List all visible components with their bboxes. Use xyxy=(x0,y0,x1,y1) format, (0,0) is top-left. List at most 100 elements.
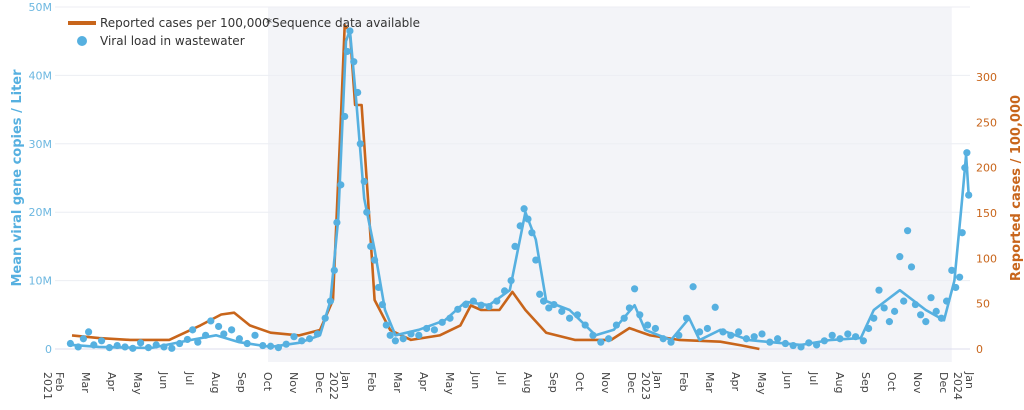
viral-load-point xyxy=(781,339,790,348)
viral-load-point xyxy=(66,339,74,348)
viral-load-point xyxy=(493,297,501,305)
viral-load-point xyxy=(168,344,176,352)
x-tick-label: Feb xyxy=(53,372,66,391)
x-tick-label: Dec xyxy=(937,372,950,393)
x-tick-label: Jun xyxy=(157,371,170,389)
x-tick-label: Mar xyxy=(391,372,404,393)
viral-load-point xyxy=(516,222,524,230)
viral-load-point xyxy=(274,344,282,352)
viral-load-point xyxy=(207,317,215,325)
viral-load-point xyxy=(220,330,228,338)
right-tick-label: 250 xyxy=(976,116,997,129)
viral-load-point xyxy=(927,294,935,302)
viral-load-point xyxy=(507,277,515,285)
x-tick-label: Aug xyxy=(521,372,534,393)
x-tick-label: Jul xyxy=(183,371,196,385)
x-tick-label: Sep xyxy=(235,372,248,393)
viral-load-point xyxy=(696,328,704,336)
viral-load-point xyxy=(880,304,888,312)
viral-load-point xyxy=(407,330,415,338)
viral-load-point xyxy=(911,300,920,309)
x-tick-year: 2021 xyxy=(41,372,54,400)
left-tick-label: 30M xyxy=(29,138,53,151)
viral-load-point xyxy=(719,328,727,336)
x-tick-year: 2023 xyxy=(639,372,652,400)
viral-load-point xyxy=(900,297,908,305)
viral-load-point xyxy=(844,330,852,338)
viral-load-point xyxy=(943,297,951,305)
viral-load-point xyxy=(90,341,98,349)
viral-load-point xyxy=(202,331,210,339)
viral-load-point xyxy=(675,331,683,339)
viral-load-point xyxy=(532,256,540,264)
viral-load-point xyxy=(865,324,873,333)
x-tick-label: Oct xyxy=(885,372,898,392)
viral-load-point xyxy=(374,283,383,292)
right-tick-label: 100 xyxy=(976,252,997,265)
viral-load-point xyxy=(176,339,184,348)
viral-load-point xyxy=(215,322,223,331)
viral-load-point xyxy=(367,242,375,250)
x-tick-label: Apr xyxy=(105,372,118,392)
viral-load-point xyxy=(446,314,454,322)
viral-load-point xyxy=(79,335,87,343)
viral-load-point xyxy=(354,88,362,97)
viral-load-point xyxy=(528,229,536,237)
x-tick-label: Sep xyxy=(547,372,560,393)
x-tick-label: Nov xyxy=(599,372,612,394)
viral-load-point xyxy=(961,164,969,172)
x-tick-label: Nov xyxy=(911,372,924,394)
viral-load-point xyxy=(267,342,275,350)
viral-load-point xyxy=(326,297,334,305)
viral-load-point xyxy=(597,338,605,346)
legend-note: *Sequence data available xyxy=(266,16,420,30)
viral-load-point xyxy=(735,328,743,336)
viral-load-point xyxy=(477,301,485,309)
viral-load-point xyxy=(885,318,894,326)
viral-load-point xyxy=(820,337,829,345)
viral-load-point xyxy=(774,335,782,343)
x-tick-label: Dec xyxy=(625,372,638,393)
left-tick-label: 20M xyxy=(29,206,53,219)
legend-cases-label[interactable]: Reported cases per 100,000 xyxy=(100,16,270,30)
viral-load-point xyxy=(343,47,351,56)
x-tick-label: Feb xyxy=(365,372,378,391)
x-tick-label: Oct xyxy=(261,372,274,392)
viral-load-point xyxy=(313,330,321,338)
viral-load-point xyxy=(485,302,493,311)
viral-load-point xyxy=(152,341,160,349)
legend-viral-label[interactable]: Viral load in wastewater xyxy=(100,34,245,48)
viral-load-point xyxy=(667,338,675,346)
viral-load-point xyxy=(386,331,394,339)
viral-load-point xyxy=(298,337,306,345)
x-tick-label: Apr xyxy=(729,372,742,392)
x-tick-year: 2022 xyxy=(327,372,340,400)
x-tick-label: Mar xyxy=(79,372,92,393)
left-tick-label: 0 xyxy=(45,343,52,356)
left-axis-label: Mean viral gene copies / Liter xyxy=(10,69,25,287)
viral-load-point xyxy=(113,341,121,350)
viral-load-point xyxy=(160,343,168,351)
viral-load-point xyxy=(74,343,82,351)
viral-load-point xyxy=(742,335,751,343)
viral-load-point xyxy=(137,339,145,347)
right-tick-label: 300 xyxy=(976,71,997,84)
x-tick-label: Jul xyxy=(495,371,508,385)
viral-load-point xyxy=(683,314,691,322)
viral-load-point xyxy=(952,283,960,292)
viral-load-point xyxy=(904,227,912,235)
viral-load-point xyxy=(183,335,191,344)
viral-load-point xyxy=(415,331,423,339)
viral-load-point xyxy=(282,340,290,348)
viral-load-point xyxy=(430,326,438,334)
viral-load-point xyxy=(423,324,431,333)
right-axis-label: Reported cases / 100,000 xyxy=(1009,95,1024,281)
x-tick-year: 2024 xyxy=(951,372,964,400)
left-axis-ticks: 0 10M 20M 30M 40M 50M xyxy=(29,1,53,356)
left-tick-label: 40M xyxy=(29,69,53,82)
viral-load-point xyxy=(356,140,364,148)
viral-load-point xyxy=(870,314,878,322)
left-tick-label: 50M xyxy=(29,1,53,14)
viral-load-point xyxy=(290,333,298,341)
